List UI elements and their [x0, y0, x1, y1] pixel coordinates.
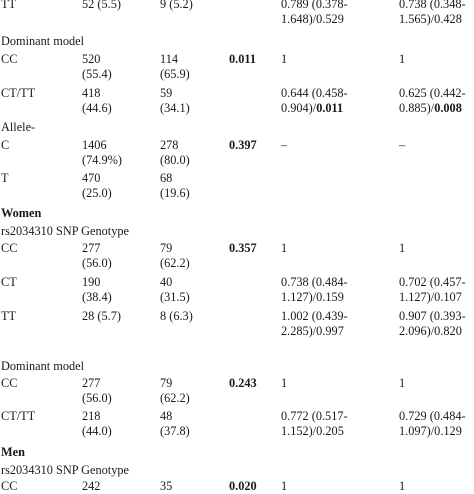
- odds-ratio-crude: 2.285)/0.997: [281, 324, 344, 338]
- odds-ratio-crude: 1.002 (0.439-: [281, 309, 348, 323]
- count-controls: 277: [82, 241, 101, 255]
- p-value: 0.243: [229, 376, 257, 390]
- odds-ratio-adjusted: 1: [399, 52, 406, 66]
- count-controls: 242: [82, 479, 101, 493]
- odds-ratio-crude: 1: [281, 376, 288, 390]
- p-value-significant: 0.008: [434, 101, 462, 115]
- section-label: Dominant model: [1, 34, 84, 48]
- count-controls: 277: [82, 376, 101, 390]
- odds-ratio-crude: 1: [281, 52, 288, 66]
- count-controls: (25.0): [82, 186, 112, 200]
- odds-ratio-crude: 1: [281, 241, 288, 255]
- odds-ratio-crude: 1.648)/0.529: [281, 12, 344, 26]
- section-label: Dominant model: [1, 359, 84, 373]
- count-cases: 35: [160, 479, 173, 493]
- count-controls: (56.0): [82, 256, 112, 270]
- section-label: Allele-: [1, 120, 36, 134]
- count-controls: 1406: [82, 138, 107, 152]
- count-cases: 8 (6.3): [160, 309, 193, 323]
- odds-ratio-adjusted: 1.097)/0.129: [399, 424, 462, 438]
- count-cases: (62.2): [160, 391, 190, 405]
- odds-ratio-adjusted: 1: [399, 376, 406, 390]
- count-cases: (34.1): [160, 101, 190, 115]
- p-value: 0.357: [229, 241, 257, 255]
- count-controls: (55.4): [82, 67, 112, 81]
- count-controls: 52 (5.5): [82, 0, 121, 11]
- count-cases: (31.5): [160, 290, 190, 304]
- count-cases: 9 (5.2): [160, 0, 193, 11]
- p-value-significant: 0.011: [316, 101, 344, 115]
- genotype-label: CC: [1, 241, 18, 255]
- count-controls: 218: [82, 409, 101, 423]
- count-controls: 470: [82, 171, 101, 185]
- count-controls: (44.6): [82, 101, 112, 115]
- count-controls: (38.4): [82, 290, 112, 304]
- odds-ratio-adjusted: 0.907 (0.393-: [399, 309, 466, 323]
- p-value: 0.011: [229, 52, 256, 66]
- p-value: 0.020: [229, 479, 257, 493]
- genotype-label: CC: [1, 376, 18, 390]
- odds-ratio-crude: 0.789 (0.378-: [281, 0, 348, 11]
- genotype-label: CT: [1, 275, 17, 289]
- count-cases: (62.2): [160, 256, 190, 270]
- genotype-label: CT/TT: [1, 86, 36, 100]
- genotype-label: CC: [1, 479, 18, 493]
- odds-ratio-adjusted: 0.729 (0.484-: [399, 409, 466, 423]
- odds-ratio-crude: –: [281, 138, 288, 152]
- table-document: TT 52 (5.5) 9 (5.2) 0.789 (0.378- 1.648)/0.5…: [1, 0, 466, 493]
- count-cases: 79: [160, 376, 173, 390]
- count-controls: 418: [82, 86, 101, 100]
- count-controls: (44.0): [82, 424, 112, 438]
- count-cases: 79: [160, 241, 173, 255]
- count-cases: (65.9): [160, 67, 190, 81]
- count-controls: 190: [82, 275, 101, 289]
- genotype-label: T: [1, 171, 9, 185]
- odds-ratio-crude: 1.127)/0.159: [281, 290, 344, 304]
- group-heading: Men: [1, 445, 25, 459]
- count-controls: (56.0): [82, 391, 112, 405]
- count-controls: 520: [82, 52, 101, 66]
- count-cases: 114: [160, 52, 178, 66]
- odds-ratio-adjusted: 0.625 (0.442-: [399, 86, 466, 100]
- odds-ratio-crude: 1.152)/0.205: [281, 424, 344, 438]
- odds-ratio-adjusted: 0.738 (0.348-: [399, 0, 466, 11]
- odds-ratio-crude: 0.772 (0.517-: [281, 409, 348, 423]
- count-controls: 28 (5.7): [82, 309, 121, 323]
- count-cases: 68: [160, 171, 173, 185]
- p-value: 0.397: [229, 138, 257, 152]
- odds-ratio-adjusted: 1: [399, 479, 406, 493]
- genotype-label: C: [1, 138, 10, 152]
- count-cases: 40: [160, 275, 173, 289]
- group-heading: Women: [1, 206, 42, 220]
- section-label: rs2034310 SNP Genotype: [1, 224, 129, 238]
- count-controls: (74.9%): [82, 153, 122, 167]
- odds-ratio-adjusted: 1.565)/0.428: [399, 12, 462, 26]
- count-cases: 59: [160, 86, 173, 100]
- odds-ratio-adjusted: 1: [399, 241, 406, 255]
- odds-ratio-adjusted: 0.885)/0.008: [399, 101, 462, 115]
- genotype-label: TT: [1, 0, 17, 11]
- count-cases: 278: [160, 138, 179, 152]
- count-cases: (19.6): [160, 186, 190, 200]
- genotype-label: TT: [1, 309, 17, 323]
- section-label: rs2034310 SNP Genotype: [1, 463, 129, 477]
- odds-ratio-adjusted: 0.702 (0.457-: [399, 275, 466, 289]
- odds-ratio-crude: 0.904)/0.011: [281, 101, 344, 115]
- odds-ratio-crude: 0.738 (0.484-: [281, 275, 348, 289]
- genotype-label: CC: [1, 52, 18, 66]
- odds-ratio-crude: 1: [281, 479, 288, 493]
- genotype-label: CT/TT: [1, 409, 36, 423]
- count-cases: (37.8): [160, 424, 190, 438]
- odds-ratio-adjusted: –: [399, 138, 406, 152]
- odds-ratio-adjusted: 2.096)/0.820: [399, 324, 462, 338]
- odds-ratio-adjusted: 1.127)/0.107: [399, 290, 462, 304]
- odds-ratio-crude: 0.644 (0.458-: [281, 86, 348, 100]
- count-cases: 48: [160, 409, 173, 423]
- count-cases: (80.0): [160, 153, 190, 167]
